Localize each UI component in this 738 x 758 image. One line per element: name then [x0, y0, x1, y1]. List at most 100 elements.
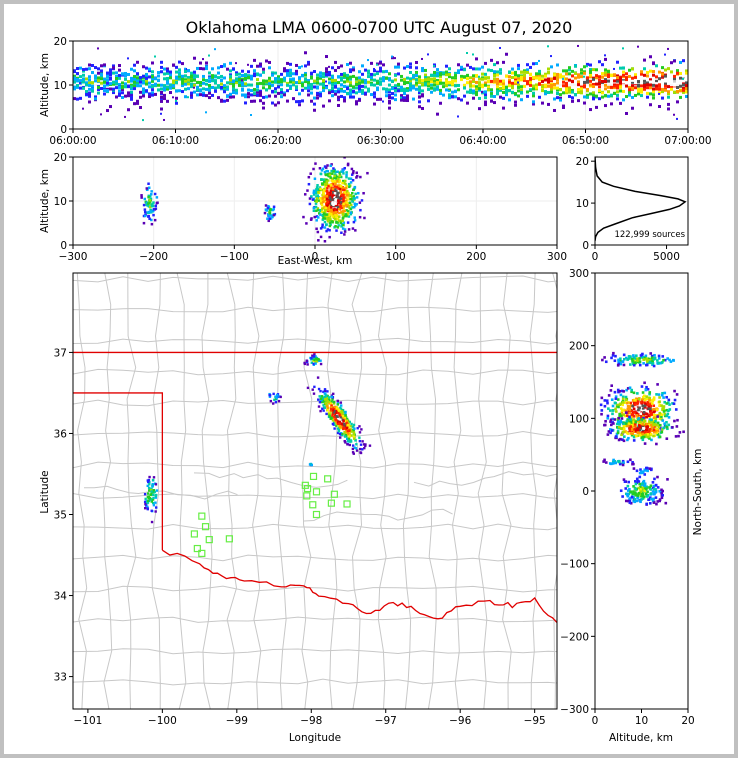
northsouth-source-cell	[656, 421, 660, 425]
map-source-cell	[339, 425, 342, 428]
time-source-cell	[682, 77, 684, 80]
map-source-cell	[327, 400, 331, 403]
northsouth-source-cell	[618, 414, 621, 418]
time-source-cell	[625, 79, 628, 83]
eastwest-source-cell	[331, 172, 334, 175]
time-source-cell	[526, 68, 529, 72]
northsouth-source-cell	[621, 395, 625, 399]
time-source-cell	[361, 84, 364, 88]
time-source-cell	[154, 82, 157, 86]
eastwest-source-cell	[152, 208, 156, 211]
eastwest-source-cell	[306, 189, 309, 192]
northsouth-source-cell	[648, 437, 651, 440]
time-source-cell	[454, 79, 457, 83]
northsouth-source-cell	[628, 429, 632, 433]
northsouth-source-cell	[611, 460, 615, 463]
northsouth-source-cell	[641, 391, 645, 394]
time-source-cell	[592, 82, 595, 86]
time-source-cell	[211, 67, 214, 71]
time-source-cell	[256, 73, 259, 77]
time-source-cell	[586, 65, 588, 68]
northsouth-source-cell	[649, 409, 652, 413]
eastwest-source-cell	[350, 167, 354, 171]
eastwest-source-cell	[155, 196, 159, 199]
time-source-cell	[421, 57, 423, 60]
eastwest-source-cell	[345, 173, 348, 177]
time-source-cell	[145, 73, 148, 77]
map-source-cell	[310, 357, 313, 360]
time-source-cell	[130, 97, 133, 101]
map-source-cell	[358, 431, 362, 434]
eastwest-source-cell	[263, 211, 267, 215]
eastwest-source-cell	[323, 210, 327, 214]
time-source-cell	[184, 74, 187, 78]
eastwest-source-cell	[338, 184, 341, 187]
northsouth-source-cell	[626, 492, 629, 496]
time-source-cell	[604, 73, 607, 77]
time-source-cell	[601, 95, 604, 99]
eastwest-source-cell	[366, 171, 369, 175]
map-source-cell	[272, 392, 275, 396]
time-source-cell	[307, 83, 310, 87]
eastwest-source-cell	[328, 212, 332, 215]
time-source-cell	[646, 74, 649, 78]
eastwest-source-cell	[140, 196, 143, 199]
eastwest-source-cell	[346, 212, 349, 215]
time-source-cell	[628, 86, 631, 90]
time-source-cell	[541, 78, 544, 82]
time-source-cell	[580, 87, 583, 91]
time-source-cell	[682, 88, 685, 92]
map-source-cell	[348, 443, 352, 447]
time-source-cell	[247, 92, 250, 96]
time-source-cell	[136, 84, 139, 88]
time-source-cell	[271, 101, 274, 105]
time-source-cell	[451, 95, 454, 99]
time-source-cell	[532, 94, 535, 98]
eastwest-source-cell	[352, 170, 355, 173]
time-source-cell	[322, 104, 325, 108]
time-source-cell	[97, 87, 100, 91]
time-source-cell	[370, 72, 373, 76]
time-source-cell	[109, 87, 112, 91]
northsouth-source-cell	[636, 427, 639, 431]
time-source-cell	[673, 77, 676, 81]
northsouth-source-cell	[653, 353, 656, 357]
time-source-cell	[460, 98, 463, 102]
time-source-cell	[670, 61, 673, 65]
time-source-cell	[103, 77, 106, 81]
map-source-cell	[334, 407, 337, 410]
eastwest-source-cell	[312, 206, 316, 210]
eastwest-source-cell	[323, 217, 327, 220]
map-source-cell	[150, 500, 153, 503]
northsouth-source-cell	[607, 430, 611, 433]
eastwest-source-cell	[334, 214, 337, 217]
eastwest-source-cell	[325, 180, 329, 183]
northsouth-source-cell	[625, 431, 629, 434]
time-source-cell	[376, 63, 378, 66]
time-source-cell	[631, 78, 634, 82]
time-source-cell	[637, 89, 640, 93]
eastwest-source-cell	[142, 203, 146, 207]
northsouth-source-cell	[644, 388, 648, 392]
time-source-cell	[262, 70, 265, 74]
time-source-cell	[361, 72, 364, 76]
northsouth-source-cell	[626, 484, 630, 488]
eastwest-source-cell	[335, 210, 338, 214]
time-source-cell	[160, 65, 163, 69]
time-source-cell	[334, 85, 337, 89]
time-source-cell	[619, 89, 622, 93]
northsouth-source-cell	[674, 408, 678, 411]
northsouth-source-cell	[613, 401, 617, 405]
time-source-cell	[307, 85, 310, 89]
eastwest-source-cell	[325, 229, 328, 233]
time-source-cell	[388, 90, 391, 94]
northsouth-source-cell	[604, 419, 607, 423]
time-source-cell	[238, 83, 241, 87]
time-source-cell	[679, 89, 682, 93]
northsouth-source-cell	[654, 483, 658, 487]
northsouth-source-cell	[660, 430, 664, 434]
northsouth-source-cell	[651, 359, 654, 363]
time-source-cell	[241, 81, 244, 85]
northsouth-source-cell	[660, 492, 664, 495]
time-source-cell	[589, 73, 592, 77]
